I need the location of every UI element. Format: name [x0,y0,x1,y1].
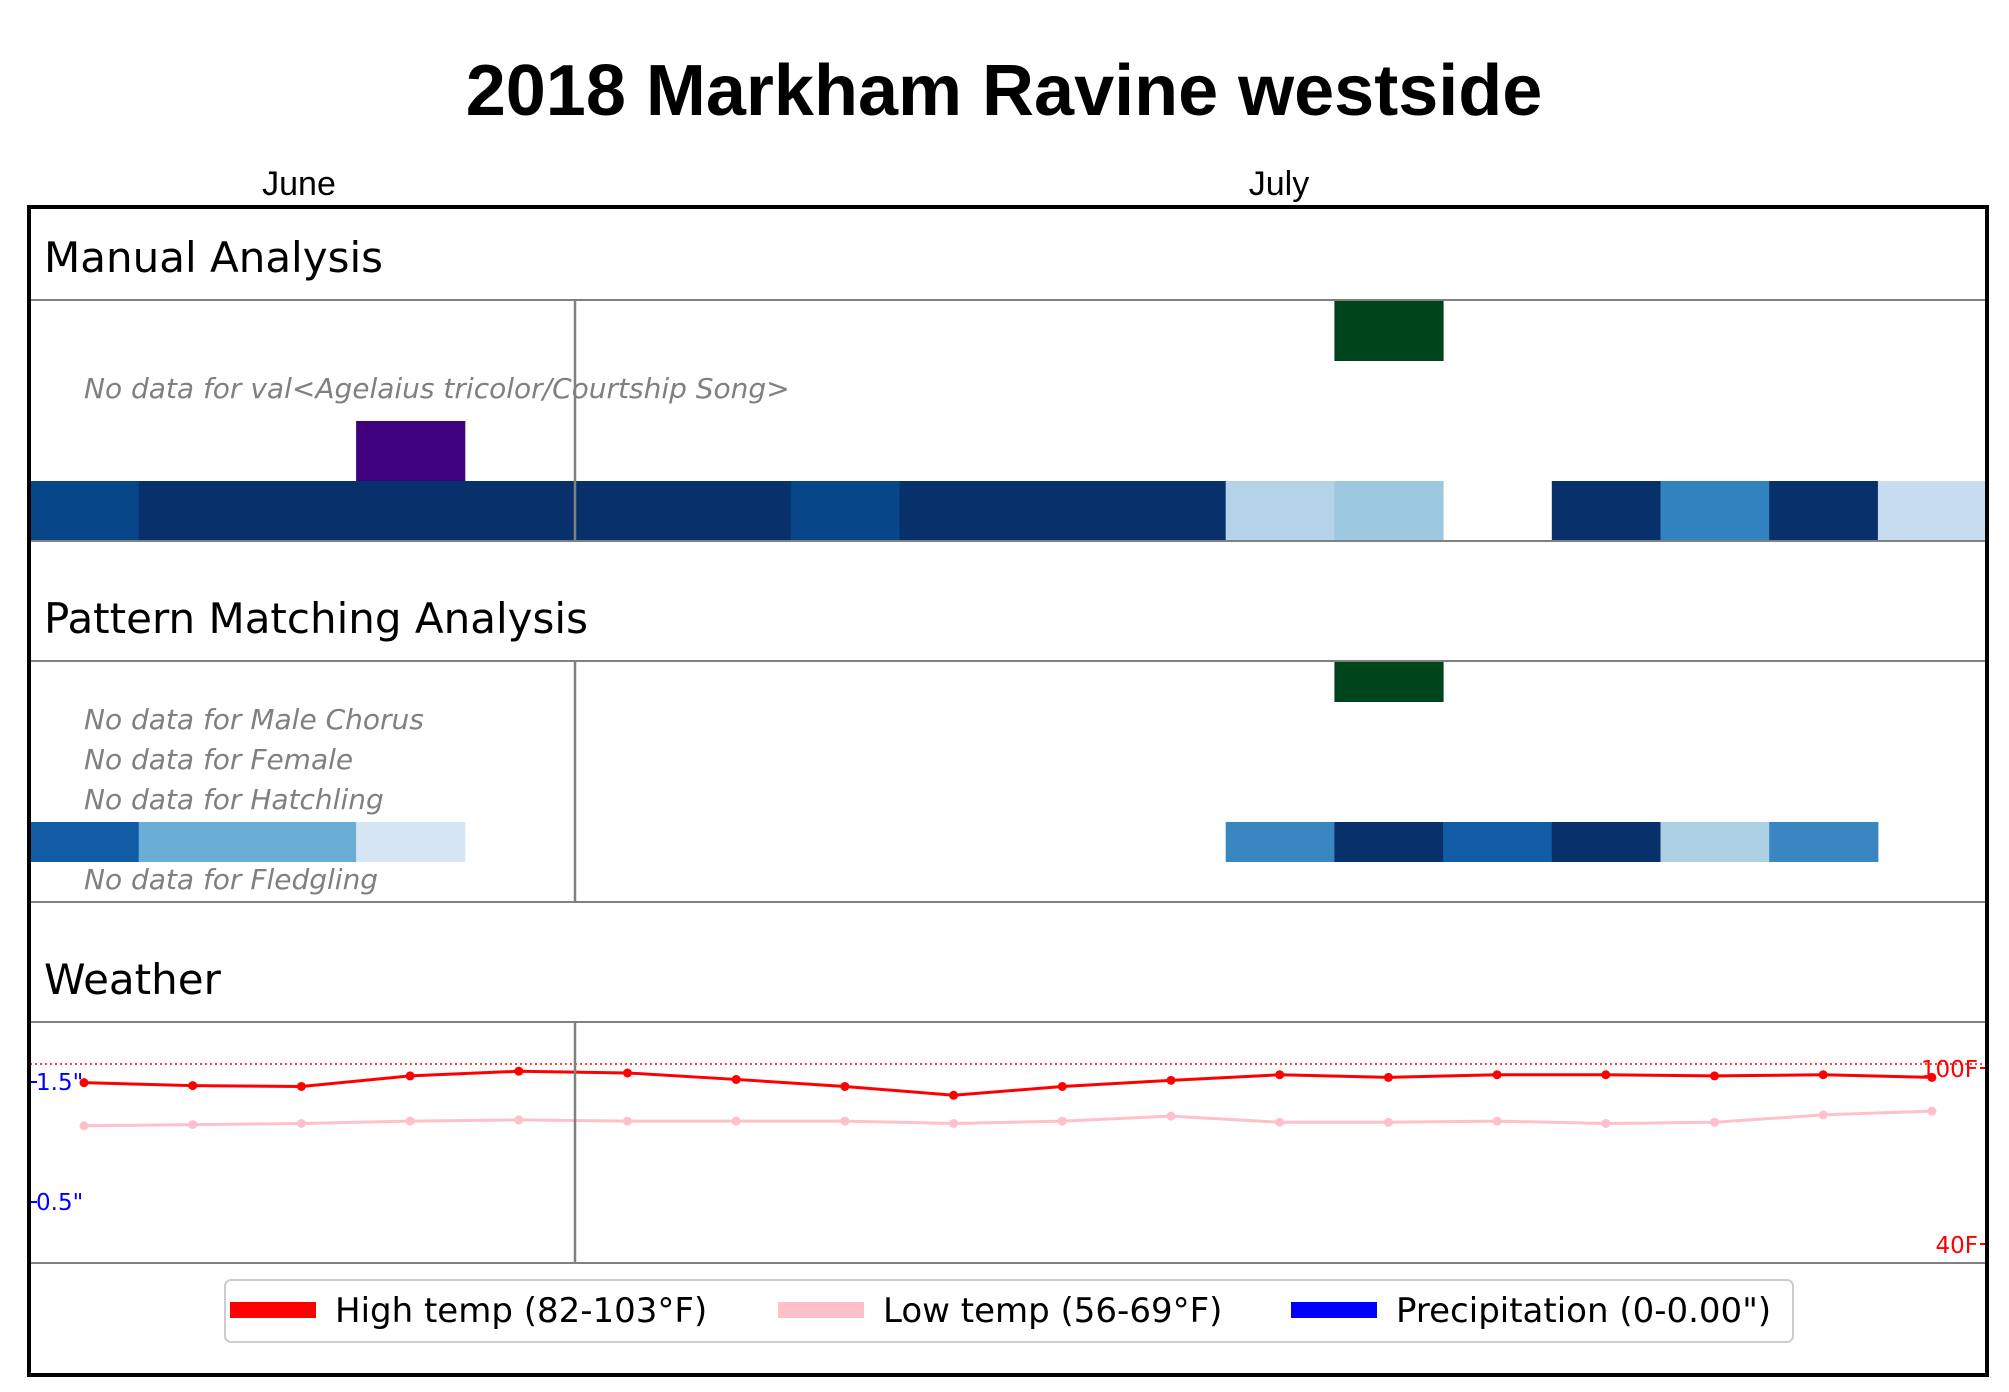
pattern-heat-row-cell [1769,822,1879,862]
chart-title: 2018 Markham Ravine westside [466,51,1543,131]
high-temp-point [514,1066,524,1076]
pattern-nodata-hatchling: No data for Hatchling [84,783,384,816]
high-temp-point [1710,1071,1719,1081]
low-temp-point [1601,1118,1611,1128]
manual-bottom-row-cell [1660,481,1770,541]
pattern-heat-row-cell [138,822,248,862]
manual-bottom-row-cell [1877,481,1988,541]
low-temp-point [188,1120,198,1130]
chart-frame [27,205,1989,1377]
pattern-heat-row-cell [1660,822,1770,862]
high-temp-point [188,1081,198,1091]
manual-bottom-row-cell [356,481,466,541]
low-temp-point [949,1118,959,1128]
low-temp-point [514,1115,524,1125]
high-temp-point [949,1090,959,1100]
high-temp-point [1383,1072,1393,1082]
manual-top-row-cell [1334,301,1444,361]
high-temp-line [83,1069,1932,1097]
pattern-top-row-cell [1334,662,1444,702]
precip-tick-1-5: 1.5" [36,1070,83,1096]
manual-bottom-row-cell [1551,481,1661,541]
manual-bottom-row-cell [1334,481,1444,541]
manual-bottom-row-cell [1225,481,1335,541]
weather-title: Weather [44,955,222,1004]
legend-label-low-temp: Low temp (56-69°F) [883,1291,1222,1331]
low-temp-point [1275,1117,1285,1127]
low-temp-point [79,1121,89,1131]
low-temp-point [840,1116,850,1126]
manual-bottom-row-cell [138,481,248,541]
high-temp-point [623,1068,632,1078]
low-temp-point [1166,1111,1176,1121]
high-temp-point [79,1078,89,1088]
legend: High temp (82-103°F) Low temp (56-69°F) … [224,1279,1794,1343]
month-label-june: June [262,165,336,203]
low-temp-line [83,1109,1932,1128]
pattern-heat-row-cell [1443,822,1553,862]
weather-plot [79,1066,1937,1131]
manual-bottom-row-cell [790,481,901,541]
manual-mid-row-cell [356,421,466,481]
month-label-july: July [1249,165,1309,203]
low-temp-point [623,1116,632,1126]
manual-bottom-row-cell [30,481,140,541]
pattern-heat-row-cell [247,822,357,862]
legend-label-precipitation: Precipitation (0-0.00") [1396,1291,1771,1331]
pattern-heat-row-cell [1334,822,1444,862]
low-temp-point [1492,1116,1502,1126]
low-temp-point [1927,1106,1937,1116]
low-temp-point [1818,1110,1828,1120]
pattern-nodata-male-chorus: No data for Male Chorus [84,703,424,736]
low-temp-point [1383,1117,1393,1127]
precip-tick-0-5: 0.5" [36,1190,83,1216]
high-temp-point [1927,1072,1937,1082]
pattern-nodata-female: No data for Female [84,743,353,776]
high-temp-point [1818,1070,1828,1080]
low-temp-point [1710,1117,1719,1127]
high-temp-point [1057,1081,1067,1091]
heatmap-cells [30,301,1988,862]
pattern-heat-row-cell [1551,822,1661,862]
manual-bottom-row-cell [1117,481,1227,541]
legend-swatch-high-temp [230,1302,316,1318]
manual-bottom-row-cell [573,481,683,541]
high-temp-point [840,1081,850,1091]
low-temp-point [296,1118,306,1128]
legend-box [224,1279,1794,1343]
high-temp-point [1492,1070,1502,1080]
manual-bottom-row-cell [1008,481,1118,541]
legend-swatch-precipitation [1291,1302,1377,1318]
high-temp-point [731,1074,741,1084]
legend-label-high-temp: High temp (82-103°F) [335,1291,707,1331]
pattern-heat-row-cell [30,822,140,862]
pattern-matching-title: Pattern Matching Analysis [44,594,588,643]
manual-analysis-title: Manual Analysis [44,233,383,282]
manual-bottom-row-cell [464,481,574,541]
low-temp-point [731,1116,741,1126]
manual-nodata-note: No data for val<Agelaius tricolor/Courts… [84,372,790,405]
low-temp-point [1057,1116,1067,1126]
high-temp-point [405,1071,415,1081]
high-temp-point [296,1081,306,1091]
manual-bottom-row-cell [1769,481,1879,541]
high-temp-point [1275,1070,1285,1080]
high-temp-point [1166,1075,1176,1085]
low-temp-point [405,1116,415,1126]
pattern-heat-row-cell [356,822,466,862]
pattern-nodata-fledgling: No data for Fledgling [84,863,378,896]
manual-bottom-row-cell [247,481,357,541]
high-temp-point [1601,1070,1611,1080]
manual-bottom-row-cell [899,481,1009,541]
pattern-heat-row-cell [1225,822,1335,862]
temp-tick-40f: 40F [1936,1233,1979,1259]
legend-swatch-low-temp [778,1302,864,1318]
temp-tick-100f: 100F [1921,1057,1978,1083]
manual-bottom-row-cell [682,481,792,541]
